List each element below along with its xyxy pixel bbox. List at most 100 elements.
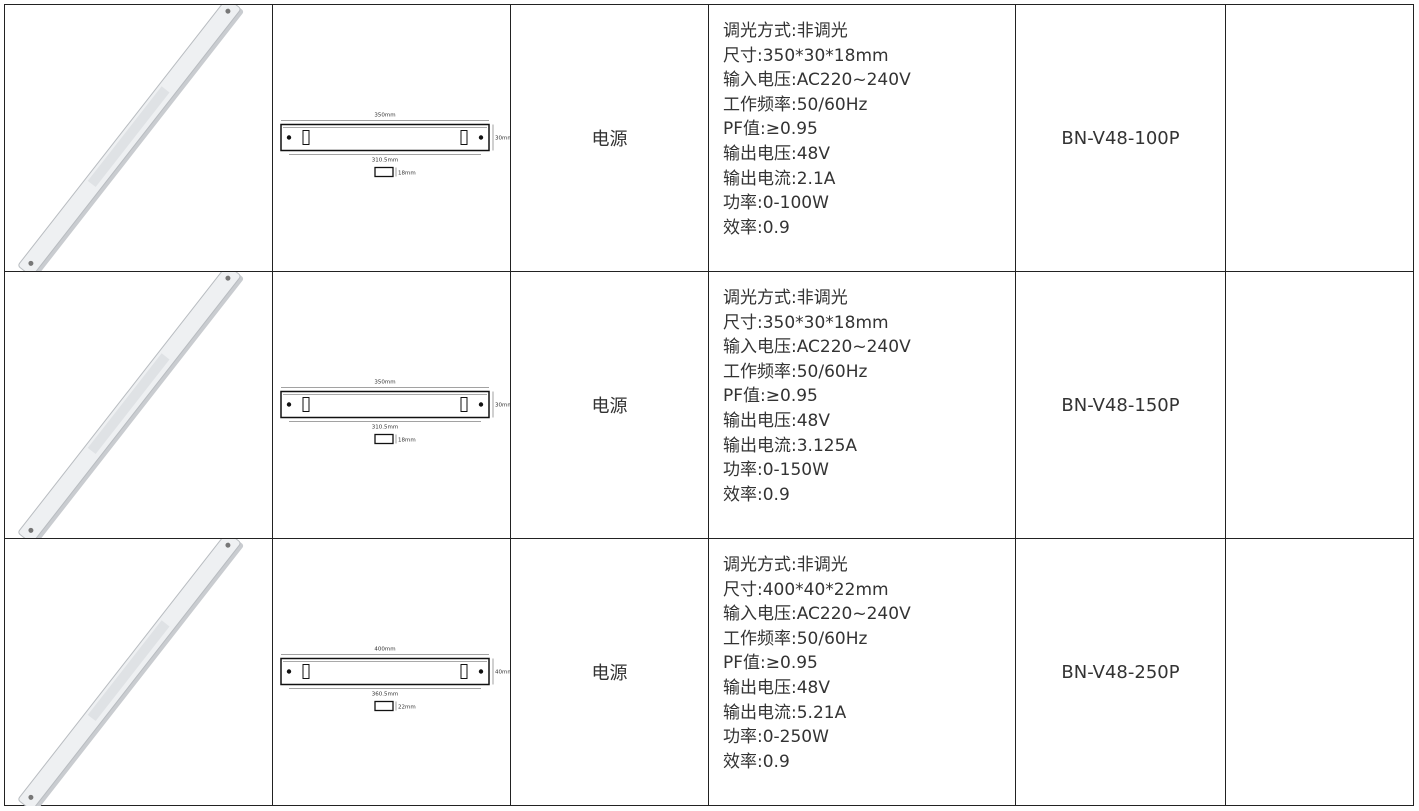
table-cell: 电源	[510, 4, 708, 271]
spec-line: 输出电压:48V	[723, 143, 830, 164]
drawing-outline	[280, 657, 490, 686]
table-cell: 调光方式:非调光尺寸:350*30*18mm 输入电压:AC220~240V 工作频…	[708, 271, 1015, 538]
table-cell: BN-V48-100P	[1015, 4, 1225, 271]
dimension-label: 30mm	[495, 136, 511, 142]
dimension-label: 18mm	[398, 438, 416, 444]
product-image	[18, 265, 244, 546]
drawing-terminal	[302, 130, 310, 145]
dimension-label: 22mm	[398, 705, 416, 711]
drawing-end-view	[374, 166, 394, 178]
spec-line: 输入电压:AC220~240V	[723, 604, 911, 625]
table-cell: 400mm 40mm 360.5mm 22mm	[272, 538, 513, 806]
spec-line: 调光方式:非调光	[723, 555, 848, 575]
product-screw	[225, 275, 231, 281]
model-number: BN-V48-100P	[1061, 127, 1180, 149]
product-label	[87, 86, 170, 188]
table-cell: 电源	[510, 538, 708, 806]
spec-line: 尺寸:350*30*18mm	[723, 312, 889, 333]
drawing-terminal	[460, 664, 468, 679]
table-cell	[4, 265, 272, 546]
drawing-hole	[286, 669, 292, 674]
drawing-terminal	[302, 664, 310, 679]
drawing-outline	[280, 390, 490, 419]
spec-line: PF值:≥0.95	[723, 119, 818, 140]
product-image	[18, 0, 244, 279]
drawing-hole	[286, 402, 292, 407]
drawing-terminal	[460, 130, 468, 145]
table-cell: 电源	[510, 271, 708, 538]
spec-line: 输出电流:5.21A	[723, 702, 847, 723]
spec-line: 输入电压:AC220~240V	[723, 70, 911, 91]
spec-line: 输出电流:3.125A	[723, 435, 858, 456]
spec-line: 输出电压:48V	[723, 410, 830, 431]
drawing-hole	[478, 135, 484, 140]
category: 电源	[591, 129, 628, 150]
table-cell: 350mm 30mm 310.5mm 18mm	[272, 271, 513, 538]
spec-line: 效率:0.9	[723, 751, 790, 772]
spec-line: 调光方式:非调光	[723, 21, 848, 41]
spec-line: 效率:0.9	[723, 484, 790, 505]
dimension-label: 360.5mm	[372, 692, 398, 698]
spec-line: PF值:≥0.95	[723, 653, 818, 674]
spec-line: 尺寸:350*30*18mm	[723, 45, 889, 66]
model-number: BN-V48-150P	[1061, 394, 1180, 416]
spec-line: PF值:≥0.95	[723, 386, 818, 407]
product-screw	[225, 8, 231, 14]
drawing-hole	[286, 135, 292, 140]
category: 电源	[591, 396, 628, 417]
table-cell	[4, 532, 272, 811]
drawing-terminal	[460, 397, 468, 412]
spec-line: 尺寸:400*40*22mm	[723, 579, 889, 600]
drawing-hole	[478, 669, 484, 674]
drawing-terminal	[302, 397, 310, 412]
drawing-end-view	[374, 700, 394, 712]
dimension-label: 310.5mm	[372, 425, 398, 431]
drawing-hole	[478, 402, 484, 407]
dimension-drawing: 350mm 30mm 310.5mm 18mm	[280, 380, 513, 445]
dimension-label: 310.5mm	[372, 158, 398, 164]
table-cell	[1225, 4, 1414, 271]
product-body	[18, 265, 244, 546]
product-image	[18, 532, 244, 811]
table-cell	[1225, 538, 1414, 806]
dimension-label: 30mm	[495, 403, 511, 409]
spec-line: 输出电流:2.1A	[723, 168, 836, 189]
table-cell: BN-V48-250P	[1015, 538, 1225, 806]
spec-line: 效率:0.9	[723, 217, 790, 238]
spec-line: 功率:0-150W	[723, 460, 829, 481]
spec-line: 输入电压:AC220~240V	[723, 337, 911, 358]
spec-line: 工作频率:50/60Hz	[723, 628, 868, 649]
table-cell	[1225, 271, 1414, 538]
spec-line: 输出电压:48V	[723, 677, 830, 698]
product-label	[87, 353, 170, 455]
dimension-drawing: 350mm 30mm 310.5mm 18mm	[280, 113, 513, 178]
product-body	[18, 0, 244, 279]
dimension-label: 40mm	[495, 670, 511, 676]
table-cell: 调光方式:非调光尺寸:350*30*18mm 输入电压:AC220~240V 工作频…	[708, 4, 1015, 271]
table-cell: BN-V48-150P	[1015, 271, 1225, 538]
spec-line: 工作频率:50/60Hz	[723, 94, 868, 115]
dimension-label: 350mm	[374, 113, 395, 119]
dimension-label: 350mm	[374, 380, 395, 386]
product-label	[87, 620, 170, 722]
product-screw	[28, 260, 34, 266]
spec-line: 工作频率:50/60Hz	[723, 361, 868, 382]
table-cell: 调光方式:非调光尺寸:400*40*22mm 输入电压:AC220~240V 工作频…	[708, 538, 1015, 806]
dimension-label: 400mm	[374, 647, 395, 653]
spec-line: 功率:0-250W	[723, 727, 829, 748]
product-screw	[225, 542, 231, 548]
drawing-outline	[280, 123, 490, 152]
product-body	[18, 532, 244, 811]
category: 电源	[591, 663, 628, 684]
table-cell: 350mm 30mm 310.5mm 18mm	[272, 4, 513, 271]
spec-line: 功率:0-100W	[723, 193, 829, 214]
product-screw	[28, 794, 34, 800]
dimension-drawing: 400mm 40mm 360.5mm 22mm	[280, 647, 513, 712]
drawing-end-view	[374, 433, 394, 445]
table-cell	[4, 0, 272, 279]
product-screw	[28, 527, 34, 533]
spec-line: 调光方式:非调光	[723, 288, 848, 308]
model-number: BN-V48-250P	[1061, 661, 1180, 683]
dimension-label: 18mm	[398, 171, 416, 177]
